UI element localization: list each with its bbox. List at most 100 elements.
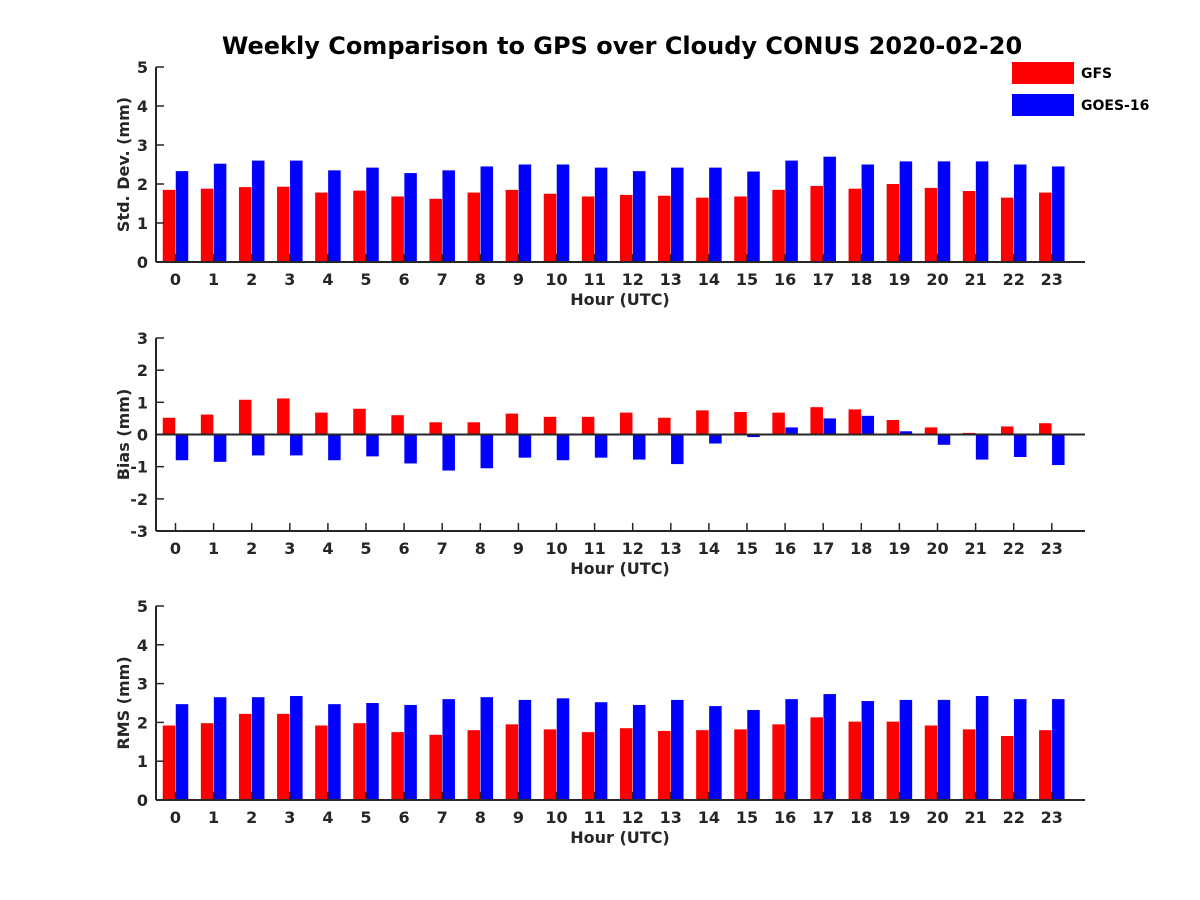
bar-goes-16-hour-16 xyxy=(785,427,798,435)
x-tick-label: 11 xyxy=(583,539,605,558)
y-tick-label: 3 xyxy=(137,329,148,348)
bar-goes-16-hour-22 xyxy=(1013,434,1027,458)
y-tick-label: 1 xyxy=(137,393,148,412)
y-tick-label: 0 xyxy=(137,253,148,272)
x-tick-label: 22 xyxy=(1003,808,1025,827)
bar-goes-16-hour-8 xyxy=(480,434,494,469)
bar-goes-16-hour-21 xyxy=(975,696,989,800)
y-tick-label: 5 xyxy=(137,597,148,616)
bar-gfs-hour-22 xyxy=(1000,426,1014,435)
bar-goes-16-hour-3 xyxy=(290,696,303,800)
bar-gfs-hour-22 xyxy=(1000,197,1014,262)
bar-gfs-hour-15 xyxy=(734,729,747,800)
x-tick-label: 22 xyxy=(1003,270,1025,289)
x-tick-label: 21 xyxy=(964,270,986,289)
bar-goes-16-hour-4 xyxy=(328,434,341,461)
bar-gfs-hour-12 xyxy=(619,728,633,800)
bar-goes-16-hour-18 xyxy=(861,164,875,262)
bar-goes-16-hour-5 xyxy=(366,167,379,262)
x-tick-label: 17 xyxy=(812,539,834,558)
x-tick-label: 3 xyxy=(284,808,295,827)
x-tick-label: 5 xyxy=(360,808,371,827)
bar-gfs-hour-6 xyxy=(391,196,404,262)
bar-goes-16-hour-21 xyxy=(975,161,989,262)
bar-gfs-hour-17 xyxy=(810,185,823,262)
bar-goes-16-hour-10 xyxy=(556,698,570,800)
bar-gfs-hour-18 xyxy=(848,188,862,262)
bar-gfs-hour-15 xyxy=(734,196,747,262)
bar-goes-16-hour-14 xyxy=(709,706,722,800)
x-tick-label: 1 xyxy=(208,270,219,289)
x-tick-label: 20 xyxy=(926,808,948,827)
y-tick-label: -1 xyxy=(130,458,148,477)
x-tick-label: 9 xyxy=(513,270,524,289)
x-tick-label: 1 xyxy=(208,539,219,558)
x-tick-label: 11 xyxy=(583,808,605,827)
bar-gfs-hour-2 xyxy=(238,399,252,435)
bar-gfs-hour-6 xyxy=(391,732,404,800)
bar-gfs-hour-15 xyxy=(734,411,747,435)
bar-goes-16-hour-10 xyxy=(556,434,570,461)
x-tick-label: 21 xyxy=(964,808,986,827)
bar-gfs-hour-14 xyxy=(696,730,709,800)
chart-title: Weekly Comparison to GPS over Cloudy CON… xyxy=(222,32,1022,60)
bar-goes-16-hour-6 xyxy=(404,704,417,800)
bar-gfs-hour-16 xyxy=(772,724,785,800)
bar-gfs-hour-20 xyxy=(924,725,938,800)
x-tick-label: 19 xyxy=(888,270,910,289)
x-tick-label: 19 xyxy=(888,539,910,558)
x-tick-label: 14 xyxy=(698,270,720,289)
bar-goes-16-hour-17 xyxy=(823,418,836,435)
x-tick-label: 9 xyxy=(513,539,524,558)
bar-goes-16-hour-1 xyxy=(213,434,227,462)
x-tick-label: 12 xyxy=(622,808,644,827)
x-tick-label: 8 xyxy=(475,539,486,558)
x-tick-label: 17 xyxy=(812,270,834,289)
bar-gfs-hour-16 xyxy=(772,189,785,262)
x-tick-label: 13 xyxy=(660,270,682,289)
bar-goes-16-hour-19 xyxy=(899,431,913,435)
bar-gfs-hour-20 xyxy=(924,427,938,435)
bar-gfs-hour-17 xyxy=(810,717,823,800)
bar-gfs-hour-4 xyxy=(315,412,328,435)
bar-gfs-hour-5 xyxy=(353,190,366,262)
bar-gfs-hour-12 xyxy=(619,194,633,262)
y-tick-label: 2 xyxy=(137,713,148,732)
bar-goes-16-hour-1 xyxy=(213,697,227,800)
bar-goes-16-hour-3 xyxy=(290,160,303,262)
bar-goes-16-hour-20 xyxy=(937,699,951,800)
y-axis-label: RMS (mm) xyxy=(114,656,133,749)
bar-goes-16-hour-23 xyxy=(1052,699,1065,800)
bar-goes-16-hour-7 xyxy=(442,434,455,471)
x-tick-label: 23 xyxy=(1041,270,1063,289)
bar-goes-16-hour-20 xyxy=(937,434,951,445)
bar-gfs-hour-7 xyxy=(429,198,442,262)
y-axis-label: Bias (mm) xyxy=(114,389,133,481)
bar-gfs-hour-3 xyxy=(277,713,290,800)
bar-gfs-hour-4 xyxy=(315,192,328,262)
bar-goes-16-hour-11 xyxy=(594,702,608,800)
y-tick-label: 5 xyxy=(137,58,148,77)
bar-goes-16-hour-2 xyxy=(251,160,265,262)
bar-gfs-hour-23 xyxy=(1039,423,1052,435)
bar-gfs-hour-21 xyxy=(962,729,976,800)
bar-goes-16-hour-12 xyxy=(632,704,646,800)
bar-gfs-hour-23 xyxy=(1039,192,1052,262)
bar-gfs-hour-23 xyxy=(1039,730,1052,800)
bar-goes-16-hour-15 xyxy=(747,709,760,800)
bar-goes-16-hour-1 xyxy=(213,163,227,262)
x-axis-label: Hour (UTC) xyxy=(570,828,670,847)
bar-goes-16-hour-11 xyxy=(594,167,608,262)
x-tick-label: 5 xyxy=(360,539,371,558)
bar-goes-16-hour-17 xyxy=(823,156,836,262)
x-tick-label: 0 xyxy=(170,808,181,827)
x-tick-label: 7 xyxy=(437,270,448,289)
bar-goes-16-hour-12 xyxy=(632,171,646,262)
bar-gfs-hour-0 xyxy=(162,189,176,262)
x-tick-label: 2 xyxy=(246,270,257,289)
bar-gfs-hour-18 xyxy=(848,721,862,800)
x-tick-label: 18 xyxy=(850,808,872,827)
bar-goes-16-hour-23 xyxy=(1052,434,1065,466)
